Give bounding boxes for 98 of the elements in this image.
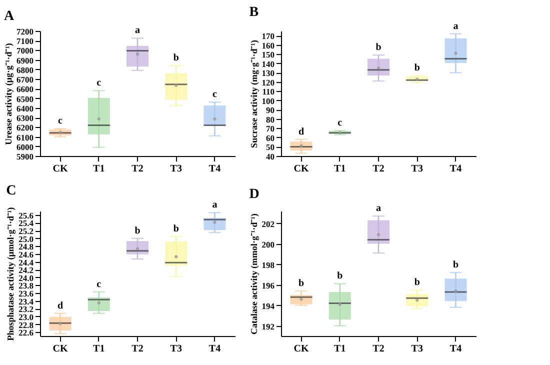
y-tick-label: 192 <box>262 321 274 332</box>
annotation: a <box>453 20 458 32</box>
x-tick-label: T3 <box>411 344 423 354</box>
y-tick-label: 23.0 <box>18 312 34 322</box>
x-tick-label: CK <box>294 344 309 354</box>
annotation: c <box>58 116 64 127</box>
y-tick-label: 6400 <box>16 103 34 114</box>
y-tick-label: 6500 <box>16 94 34 104</box>
x-tick-label: T2 <box>132 164 144 174</box>
x-tick-label: CK <box>52 164 68 174</box>
x-tick-label: T3 <box>170 164 182 174</box>
y-tick-label: 6100 <box>16 132 34 142</box>
x-tick-label: T1 <box>334 164 346 174</box>
y-tick-label: 80 <box>266 114 274 124</box>
y-tick-label: 7000 <box>16 46 34 56</box>
y-tick-label: 22.8 <box>18 320 34 330</box>
y-tick-label: 24.2 <box>18 265 34 276</box>
x-tick-label: T4 <box>208 344 221 354</box>
y-tick-label: 40 <box>266 152 274 162</box>
y-tick-label: 200 <box>262 239 274 250</box>
y-tick-label: 24.8 <box>18 242 34 252</box>
annotation: c <box>96 278 102 290</box>
y-tick-label: 7200 <box>16 26 34 36</box>
annotation: b <box>376 42 382 54</box>
y-tick-label: 60 <box>266 132 274 143</box>
annotation: b <box>414 276 420 288</box>
annotation: a <box>135 25 140 36</box>
chart-title: B <box>249 4 259 20</box>
y-tick-label: 6300 <box>16 113 34 124</box>
y-tick-label: 198 <box>262 260 274 270</box>
annotation: d <box>298 126 304 138</box>
y-tick-label: 6600 <box>16 84 34 94</box>
y-tick-label: 24.0 <box>18 272 34 283</box>
y-tick-label: 6200 <box>16 122 34 133</box>
y-tick-label: 23.2 <box>18 304 34 314</box>
y-axis-title: Catalase activity (mmol·g⁻¹·d⁻¹) <box>248 214 259 334</box>
annotation: a <box>212 200 218 211</box>
y-tick-label: 202 <box>262 218 274 229</box>
annotation: c <box>96 78 102 89</box>
annotation: b <box>414 62 420 74</box>
annotation: b <box>298 278 304 289</box>
y-tick-label: 24.4 <box>18 257 34 268</box>
y-tick-label: 6900 <box>16 55 34 66</box>
x-tick-label: CK <box>294 164 309 174</box>
annotation: b <box>452 259 459 270</box>
chart-title: A <box>4 9 15 24</box>
y-tick-label: 23.4 <box>18 296 34 306</box>
y-tick-label: 170 <box>262 31 274 42</box>
y-tick-label: 6800 <box>16 64 34 75</box>
annotation: c <box>212 89 218 100</box>
y-tick-label: 120 <box>262 77 274 88</box>
y-tick-label: 5900 <box>16 152 34 162</box>
y-axis-title: Phosphatase activity (μmol·g⁻¹·d⁻¹) <box>6 207 16 341</box>
x-tick-label: T1 <box>93 344 105 354</box>
y-tick-label: 7100 <box>16 36 34 46</box>
y-tick-label: 140 <box>262 58 274 69</box>
y-tick-label: 130 <box>262 68 274 78</box>
y-tick-label: 110 <box>262 86 274 97</box>
y-tick-label: 6700 <box>16 74 34 85</box>
x-tick-label: T3 <box>411 164 423 174</box>
annotation: b <box>134 225 141 236</box>
x-tick-label: T4 <box>450 344 462 354</box>
annotation: d <box>57 300 64 312</box>
x-tick-label: T2 <box>132 344 144 354</box>
y-axis-title: Urease activity (μg·g⁻¹·d⁻¹) <box>4 43 14 145</box>
y-tick-label: 22.6 <box>18 328 34 338</box>
x-tick-label: T2 <box>372 344 384 354</box>
y-axis-title: Sucrase activity (mg·g⁻¹·d⁻¹) <box>248 40 259 148</box>
x-tick-label: T4 <box>450 164 462 174</box>
annotation: c <box>338 118 343 129</box>
y-tick-label: 150 <box>262 50 274 60</box>
y-tick-label: 6000 <box>16 142 34 152</box>
y-tick-label: 160 <box>262 40 274 50</box>
y-tick-label: 90 <box>266 105 274 116</box>
y-tick-label: 100 <box>262 96 274 106</box>
x-tick-label: CK <box>52 344 68 354</box>
annotation: b <box>173 223 180 234</box>
y-tick-label: 196 <box>262 280 274 290</box>
y-tick-label: 24.6 <box>18 249 34 260</box>
x-tick-label: T2 <box>372 164 384 174</box>
x-tick-label: T3 <box>170 344 182 354</box>
y-tick-label: 70 <box>266 124 274 134</box>
x-tick-label: T4 <box>208 164 221 174</box>
y-tick-label: 23.8 <box>18 280 34 291</box>
chart-title: D <box>249 187 260 202</box>
y-tick-label: 50 <box>266 142 274 152</box>
y-tick-label: 25.2 <box>18 226 34 236</box>
x-tick-label: T1 <box>334 344 346 354</box>
annotation: b <box>173 52 180 64</box>
y-tick-label: 25.4 <box>18 218 34 228</box>
chart-title: C <box>6 184 16 199</box>
y-tick-label: 25.0 <box>18 234 34 244</box>
annotation: a <box>376 203 381 214</box>
y-tick-label: 25.6 <box>18 210 34 220</box>
y-tick-label: 23.6 <box>18 288 34 299</box>
x-tick-label: T1 <box>93 164 105 174</box>
annotation: b <box>337 270 344 282</box>
y-tick-label: 194 <box>262 300 276 311</box>
